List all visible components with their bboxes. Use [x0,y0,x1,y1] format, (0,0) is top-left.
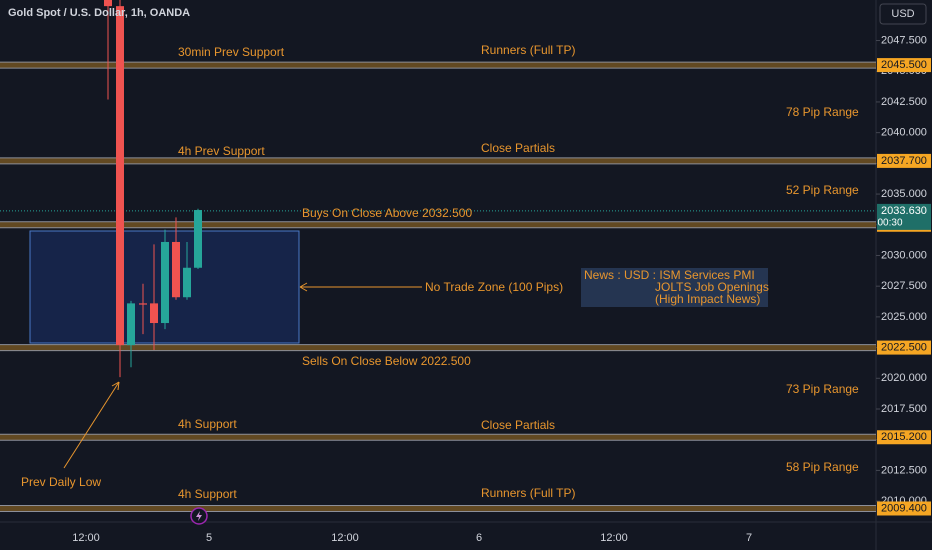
candle-body [139,303,147,305]
arrow [63,381,120,469]
level-label-box [877,340,931,355]
annotation: Sells On Close Below 2022.500 [302,354,471,368]
annotation: News : USD : ISM Services PMI [584,268,755,282]
level-band [0,344,876,351]
level-band [0,434,876,441]
annotation: 58 Pip Range [786,460,859,474]
y-tick-label: 2027.500 [881,280,927,292]
levels [0,61,876,512]
level-label: 2045.500 [881,59,927,71]
y-tick-label: 2042.500 [881,96,927,108]
level-label-box [877,501,931,516]
annotation: Buys On Close Above 2032.500 [302,206,472,220]
candle-body [194,210,202,268]
x-tick-label: 5 [206,532,212,544]
annotation: 4h Support [178,487,237,501]
level-band [0,157,876,164]
event-icon-bolt [196,511,202,521]
annotation: Close Partials [481,418,555,432]
x-tick-label: 12:00 [72,532,100,544]
candle-body [183,267,191,298]
chart-title: Gold Spot / U.S. Dollar, 1h, OANDA [8,7,190,19]
y-tick-label: 2012.500 [881,464,927,476]
news-box [581,268,768,307]
currency[interactable]: USD [891,8,914,20]
y-tick-label: 2025.000 [881,311,927,323]
level-band [0,62,876,69]
candle-body [161,241,169,324]
price-label: 2033.630 [881,205,927,217]
y-tick-label: 2030.000 [881,249,927,261]
candle-body [116,6,124,346]
annotation: 52 Pip Range [786,183,859,197]
annotation: (High Impact News) [655,292,760,306]
x-tick-label: 7 [746,532,752,544]
y-tick-label: 2040.000 [881,127,927,139]
candles [104,0,202,378]
level-label-box [877,58,931,73]
x-tick-label: 12:00 [600,532,628,544]
price-countdown: 00:30 [877,218,902,229]
annotation: 4h Support [178,417,237,431]
annotation: Runners (Full TP) [481,486,575,500]
candle-body [104,0,112,7]
x-tick-label: 12:00 [331,532,359,544]
level-label: 2015.200 [881,431,927,443]
candle-body [127,303,135,346]
arrow-head [299,282,308,292]
annotation: No Trade Zone (100 Pips) [425,280,563,294]
currency-button[interactable] [879,3,927,25]
candle-body [172,241,180,298]
level-label: 2022.500 [881,341,927,353]
annotation: Prev Daily Low [21,475,101,489]
annotation: JOLTS Job Openings [655,280,769,294]
arrow-head [111,381,120,391]
y-tick-label: 2020.000 [881,372,927,384]
y-tick-label: 2035.000 [881,188,927,200]
y-tick-label: 2047.500 [881,34,927,46]
annotation: Runners (Full TP) [481,43,575,57]
level-band [0,505,876,512]
level-band [0,221,876,228]
annotation: 73 Pip Range [786,382,859,396]
y-tick-label: 2017.500 [881,403,927,415]
level-label: 2037.700 [881,155,927,167]
level-label-box [877,430,931,445]
level-label-box [877,153,931,168]
annotation: 4h Prev Support [178,144,265,158]
annotation: 30min Prev Support [178,45,285,59]
annotation: Close Partials [481,141,555,155]
level-label: 2009.400 [881,502,927,514]
x-tick-label: 6 [476,532,482,544]
annotation: 78 Pip Range [786,105,859,119]
price-label-box [877,203,931,230]
candle-body [150,303,158,324]
